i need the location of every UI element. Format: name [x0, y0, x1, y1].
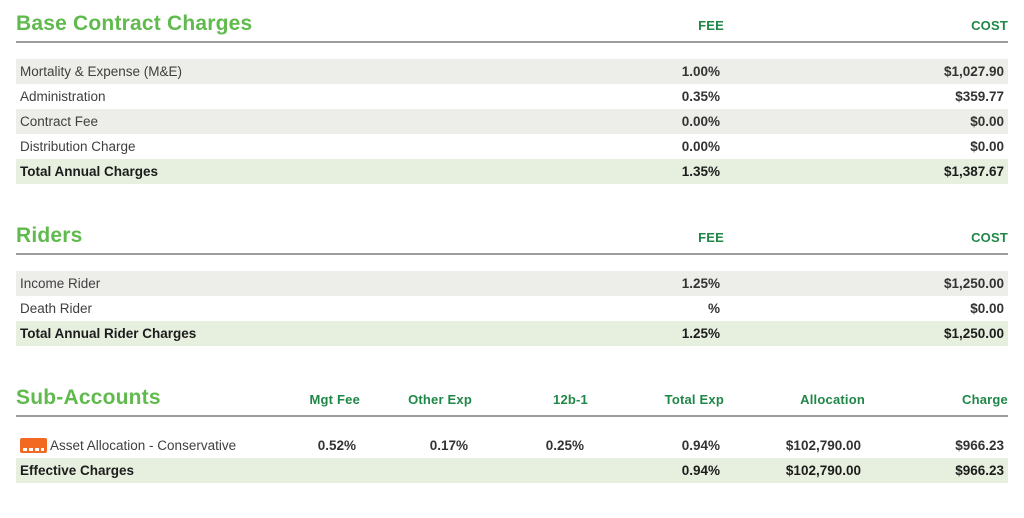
base-section-header: Base Contract Charges FEE COST — [16, 12, 1008, 36]
section-divider — [16, 415, 1008, 417]
mgt-fee-value: 0.52% — [317, 438, 356, 453]
cost-value: $1,027.90 — [943, 64, 1004, 79]
riders-section-title: Riders — [16, 224, 83, 247]
cost-value: $0.00 — [970, 301, 1004, 316]
fee-value: % — [707, 301, 720, 316]
table-row: Death Rider % $0.00 — [16, 296, 1008, 321]
total-exp-value: 0.94% — [681, 438, 720, 453]
base-charges-table: Mortality & Expense (M&E) 1.00% $1,027.9… — [16, 59, 1008, 184]
section-riders: Riders FEE COST Income Rider 1.25% $1,25… — [16, 224, 1008, 346]
fee-report-page: Base Contract Charges FEE COST Mortality… — [0, 12, 1024, 483]
fund-name: Asset Allocation - Conservative — [50, 438, 237, 453]
total-row: Total Annual Charges 1.35% $1,387.67 — [16, 159, 1008, 184]
riders-fee-column-header: FEE — [698, 230, 724, 245]
base-fee-column-header: FEE — [698, 18, 724, 33]
12b-1-column-header: 12b-1 — [553, 392, 588, 407]
cost-value: $359.77 — [955, 89, 1004, 104]
charge-label: Mortality & Expense (M&E) — [20, 64, 183, 79]
table-row: Distribution Charge 0.00% $0.00 — [16, 134, 1008, 159]
rider-label: Income Rider — [20, 276, 101, 291]
fee-value: 1.00% — [681, 64, 720, 79]
table-row: Mortality & Expense (M&E) 1.00% $1,027.9… — [16, 59, 1008, 84]
total-cost-value: $1,250.00 — [943, 326, 1004, 341]
charge-label: Administration — [20, 89, 106, 104]
other-exp-value: 0.17% — [429, 438, 468, 453]
fee-value: 0.35% — [681, 89, 720, 104]
cost-value: $0.00 — [970, 114, 1004, 129]
section-base-contract-charges: Base Contract Charges FEE COST Mortality… — [16, 12, 1008, 184]
fee-value: 0.00% — [681, 114, 720, 129]
section-divider — [16, 253, 1008, 255]
base-section-title: Base Contract Charges — [16, 12, 253, 35]
riders-section-header: Riders FEE COST — [16, 224, 1008, 248]
total-row: Effective Charges 0.94% $102,790.00 $966… — [16, 458, 1008, 483]
table-row: Income Rider 1.25% $1,250.00 — [16, 271, 1008, 296]
fund-ticker-icon — [20, 438, 47, 453]
table-row: Asset Allocation - Conservative 0.52% 0.… — [16, 433, 1008, 458]
charge-total: $966.23 — [955, 463, 1004, 478]
charge-label: Distribution Charge — [20, 139, 136, 154]
charge-column-header: Charge — [962, 392, 1008, 407]
table-row: Contract Fee 0.00% $0.00 — [16, 109, 1008, 134]
base-cost-column-header: COST — [971, 18, 1008, 33]
other-exp-column-header: Other Exp — [408, 392, 472, 407]
total-fee-value: 1.35% — [681, 164, 720, 179]
section-sub-accounts: Sub-Accounts Mgt Fee Other Exp 12b-1 Tot… — [16, 386, 1008, 483]
cost-value: $0.00 — [970, 139, 1004, 154]
total-label: Effective Charges — [20, 463, 135, 478]
allocation-total: $102,790.00 — [785, 463, 861, 478]
table-row: Administration 0.35% $359.77 — [16, 84, 1008, 109]
rider-label: Death Rider — [20, 301, 93, 316]
allocation-value: $102,790.00 — [785, 438, 861, 453]
cost-value: $1,250.00 — [943, 276, 1004, 291]
total-label: Total Annual Rider Charges — [20, 326, 197, 341]
subaccounts-table: Asset Allocation - Conservative 0.52% 0.… — [16, 433, 1008, 483]
total-cost-value: $1,387.67 — [943, 164, 1004, 179]
charge-label: Contract Fee — [20, 114, 99, 129]
fund-label: Asset Allocation - Conservative — [20, 438, 244, 453]
subaccounts-section-title: Sub-Accounts — [16, 386, 161, 409]
fee-value: 1.25% — [681, 276, 720, 291]
total-exp-total: 0.94% — [681, 463, 720, 478]
total-fee-value: 1.25% — [681, 326, 720, 341]
subaccounts-section-header: Sub-Accounts Mgt Fee Other Exp 12b-1 Tot… — [16, 386, 1008, 410]
fee-value: 0.00% — [681, 139, 720, 154]
total-row: Total Annual Rider Charges 1.25% $1,250.… — [16, 321, 1008, 346]
mgt-fee-column-header: Mgt Fee — [309, 392, 360, 407]
riders-cost-column-header: COST — [971, 230, 1008, 245]
allocation-column-header: Allocation — [800, 392, 865, 407]
charge-value: $966.23 — [955, 438, 1004, 453]
riders-table: Income Rider 1.25% $1,250.00 Death Rider… — [16, 271, 1008, 346]
total-label: Total Annual Charges — [20, 164, 159, 179]
section-divider — [16, 41, 1008, 43]
12b-1-value: 0.25% — [545, 438, 584, 453]
total-exp-column-header: Total Exp — [664, 392, 724, 407]
